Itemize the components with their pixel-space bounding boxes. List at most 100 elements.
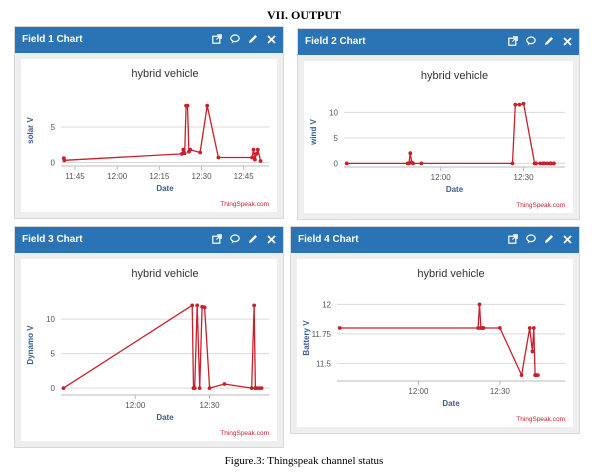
- data-point[interactable]: [535, 373, 540, 378]
- y-axis-title: solar V: [26, 117, 35, 144]
- data-point[interactable]: [188, 147, 193, 152]
- panel-header: Field 4 Chart: [291, 227, 579, 253]
- close-icon[interactable]: [265, 232, 277, 246]
- y-tick-label: 11.5: [316, 359, 332, 368]
- close-icon[interactable]: [561, 232, 573, 246]
- data-point[interactable]: [197, 386, 202, 391]
- data-point[interactable]: [497, 326, 502, 330]
- pencil-icon[interactable]: [543, 34, 555, 48]
- panel-title: Field 1 Chart: [22, 34, 83, 45]
- thingspeak-credit[interactable]: ThingSpeak.com: [220, 201, 269, 208]
- line-chart: hybrid vehicle 0 5 11:45 12:00 12:15 12:30 12:4…: [26, 68, 269, 208]
- comment-icon[interactable]: [525, 34, 537, 48]
- data-point[interactable]: [181, 147, 186, 152]
- panel-header: Field 1 Chart: [15, 27, 283, 53]
- data-point[interactable]: [222, 382, 227, 386]
- data-point[interactable]: [252, 303, 257, 308]
- data-point[interactable]: [510, 161, 515, 166]
- comment-icon[interactable]: [229, 32, 241, 46]
- field-2-panel: Field 2 Chart hybrid vehicle 0 5 10 12:00 12:…: [297, 28, 580, 220]
- line-chart: hybrid vehicle 0 5 10 12:00 12:30 Date Dynamo V…: [26, 268, 269, 437]
- data-point[interactable]: [531, 326, 536, 330]
- data-point[interactable]: [62, 158, 67, 163]
- panel-icons: [211, 32, 277, 46]
- series-line: [339, 303, 538, 376]
- data-point[interactable]: [534, 161, 538, 166]
- data-point[interactable]: [250, 155, 255, 160]
- data-point[interactable]: [549, 161, 554, 166]
- x-tick-label: 12:30: [514, 173, 535, 182]
- y-tick-label: 5: [51, 123, 56, 132]
- data-point[interactable]: [419, 161, 424, 166]
- x-tick-label: 12:15: [149, 172, 170, 181]
- x-axis-title: Date: [156, 413, 174, 422]
- thingspeak-credit[interactable]: ThingSpeak.com: [516, 416, 565, 423]
- y-tick-label: 10: [329, 108, 338, 117]
- data-point[interactable]: [517, 102, 522, 107]
- data-point[interactable]: [521, 101, 526, 106]
- external-link-icon[interactable]: [507, 34, 519, 48]
- panel-header: Field 2 Chart: [298, 29, 579, 55]
- data-point[interactable]: [408, 151, 413, 156]
- chart-area: hybrid vehicle 0 5 10 12:00 12:30 Date wind V Th…: [304, 61, 573, 213]
- data-point[interactable]: [344, 161, 349, 166]
- field-3-panel: Field 3 Chart hybrid vehicle 0 5 10 12:00 12:…: [14, 226, 284, 448]
- data-point[interactable]: [476, 326, 481, 330]
- data-point[interactable]: [538, 161, 543, 166]
- pencil-icon[interactable]: [543, 232, 555, 246]
- figure-caption: Figure.3: Thingspeak channel status: [224, 455, 384, 467]
- data-point[interactable]: [254, 152, 259, 156]
- external-link-icon[interactable]: [211, 232, 223, 246]
- x-tick-label: 12:00: [408, 387, 429, 396]
- data-point[interactable]: [192, 386, 197, 391]
- data-point[interactable]: [481, 326, 486, 330]
- close-icon[interactable]: [561, 34, 573, 48]
- data-point[interactable]: [198, 150, 203, 155]
- thingspeak-credit[interactable]: ThingSpeak.com: [220, 430, 269, 437]
- line-chart: hybrid vehicle 0 5 10 12:00 12:30 Date wind V Th…: [309, 70, 565, 209]
- data-point[interactable]: [195, 303, 200, 308]
- data-point[interactable]: [61, 386, 66, 391]
- pencil-icon[interactable]: [247, 32, 259, 46]
- data-point[interactable]: [542, 161, 547, 166]
- chart-area: hybrid vehicle 0 5 11:45 12:00 12:15 12:30 12:4…: [21, 59, 277, 212]
- data-point[interactable]: [530, 349, 535, 354]
- pencil-icon[interactable]: [247, 232, 259, 246]
- y-tick-label: 0: [334, 159, 339, 168]
- y-tick-label: 11.75: [312, 330, 332, 339]
- data-point[interactable]: [190, 303, 195, 308]
- external-link-icon[interactable]: [507, 232, 519, 246]
- data-point[interactable]: [258, 159, 263, 163]
- external-link-icon[interactable]: [211, 32, 223, 46]
- comment-icon[interactable]: [525, 232, 537, 246]
- data-point[interactable]: [545, 161, 549, 166]
- data-point[interactable]: [185, 103, 190, 108]
- data-point[interactable]: [207, 386, 212, 391]
- data-point[interactable]: [205, 103, 210, 108]
- data-point[interactable]: [259, 386, 264, 391]
- y-tick-label: 5: [334, 134, 339, 143]
- data-point[interactable]: [552, 161, 556, 166]
- data-point[interactable]: [477, 302, 482, 307]
- panel-title: Field 4 Chart: [298, 234, 359, 245]
- data-point[interactable]: [249, 386, 254, 391]
- data-point[interactable]: [411, 161, 415, 166]
- data-point[interactable]: [216, 155, 221, 160]
- series-line: [63, 104, 262, 162]
- x-tick-label: 12:30: [200, 401, 221, 410]
- panel-header: Field 3 Chart: [15, 227, 283, 253]
- data-point[interactable]: [253, 157, 257, 162]
- data-point[interactable]: [182, 151, 187, 156]
- comment-icon[interactable]: [229, 232, 241, 246]
- data-point[interactable]: [527, 326, 532, 330]
- data-point[interactable]: [251, 147, 256, 152]
- close-icon[interactable]: [265, 32, 277, 46]
- data-point[interactable]: [202, 305, 207, 310]
- data-point[interactable]: [255, 147, 260, 152]
- data-point[interactable]: [513, 102, 518, 107]
- x-axis-title: Date: [446, 185, 464, 194]
- data-point[interactable]: [519, 373, 524, 378]
- data-point[interactable]: [337, 326, 342, 330]
- thingspeak-credit[interactable]: ThingSpeak.com: [516, 202, 565, 209]
- y-tick-label: 0: [51, 158, 56, 167]
